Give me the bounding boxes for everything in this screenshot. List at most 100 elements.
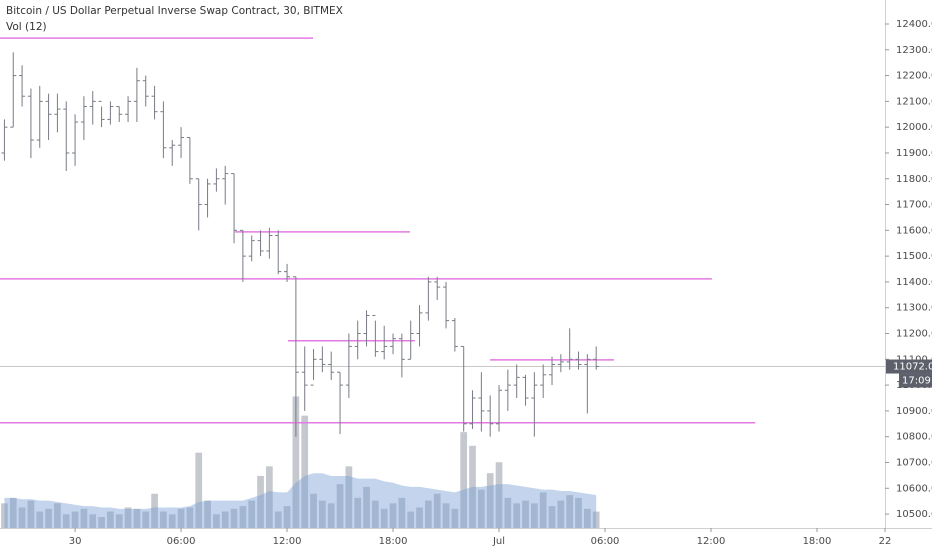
volume-bar bbox=[115, 514, 123, 528]
volume-bar bbox=[389, 503, 397, 528]
volume-bar bbox=[248, 500, 256, 528]
y-tick-label: 11500.0 bbox=[896, 251, 932, 262]
volume-bar bbox=[380, 508, 388, 528]
volume-bar bbox=[592, 511, 600, 528]
y-tick-label: 11900.0 bbox=[896, 148, 932, 159]
volume-bar bbox=[336, 484, 344, 528]
x-tick-label: 18:00 bbox=[803, 536, 832, 547]
y-tick-label: 10900.0 bbox=[896, 406, 932, 417]
countdown-box bbox=[899, 373, 932, 388]
volume-bar bbox=[513, 503, 521, 528]
volume-bar bbox=[433, 493, 441, 528]
x-tick-label: 06:00 bbox=[591, 536, 620, 547]
volume-bar bbox=[27, 500, 35, 528]
volume-bar bbox=[124, 507, 132, 528]
volume-bar bbox=[168, 514, 176, 528]
y-tick-label: 12100.0 bbox=[896, 96, 932, 107]
volume-bar bbox=[327, 503, 335, 528]
x-tick-label: 30 bbox=[69, 536, 82, 547]
volume-bar bbox=[274, 511, 282, 528]
volume-ma-area bbox=[4, 473, 597, 528]
y-tick-label: 11200.0 bbox=[896, 329, 932, 340]
y-tick-label: 10800.0 bbox=[896, 432, 932, 443]
y-tick-label: 11700.0 bbox=[896, 200, 932, 211]
volume-bar bbox=[45, 508, 52, 528]
volume-bar bbox=[239, 506, 247, 528]
volume-bar bbox=[548, 506, 556, 528]
volume-bar bbox=[160, 511, 167, 528]
volume-bar bbox=[98, 517, 105, 528]
countdown-label: 17:09 bbox=[902, 376, 931, 387]
volume-bar bbox=[186, 507, 194, 528]
last-price-label: 11072.0 bbox=[893, 362, 932, 373]
y-tick-label: 12400.0 bbox=[896, 19, 932, 30]
volume-bar bbox=[1, 503, 8, 528]
volume-bar bbox=[107, 511, 114, 528]
x-tick-label: 12:00 bbox=[273, 536, 302, 547]
indicator-label: Vol (12) bbox=[6, 21, 47, 33]
volume-bar bbox=[310, 493, 317, 528]
x-tick-label: Jul bbox=[492, 536, 505, 547]
y-tick-label: 11600.0 bbox=[896, 225, 932, 236]
volume-bar bbox=[531, 503, 538, 528]
volume-bar bbox=[354, 497, 362, 528]
volume-bar bbox=[495, 462, 503, 528]
volume-bar bbox=[566, 495, 574, 528]
volume-bar bbox=[372, 500, 379, 528]
volume-bar bbox=[407, 511, 415, 528]
volume-bar bbox=[451, 508, 459, 528]
volume-bar bbox=[425, 500, 432, 528]
volume-bar bbox=[345, 466, 353, 528]
x-tick-label: 12:00 bbox=[697, 536, 726, 547]
volume-bar bbox=[539, 492, 547, 528]
volume-bar bbox=[478, 489, 485, 528]
volume-bar bbox=[213, 514, 220, 528]
volume-bar bbox=[398, 497, 406, 528]
volume-bar bbox=[416, 507, 423, 528]
volume-bar bbox=[522, 500, 529, 528]
volume-bar bbox=[283, 506, 291, 528]
volume-bar bbox=[363, 486, 370, 528]
volume-bar bbox=[442, 503, 450, 528]
volume-bar bbox=[18, 507, 26, 528]
volume-bar bbox=[204, 500, 211, 528]
volume-bar bbox=[62, 514, 70, 528]
volume-bar bbox=[80, 508, 88, 528]
volume-bar bbox=[504, 497, 512, 528]
volume-bar bbox=[486, 473, 494, 528]
y-tick-label: 10700.0 bbox=[896, 457, 932, 468]
volume-bar bbox=[301, 415, 309, 528]
volume-bar bbox=[266, 466, 273, 528]
volume-bar bbox=[151, 493, 158, 528]
plot: 10500.010600.010700.010800.010900.011000… bbox=[0, 19, 932, 547]
volume-bar bbox=[469, 445, 476, 528]
volume-bar bbox=[257, 475, 264, 528]
y-tick-label: 12000.0 bbox=[896, 122, 932, 133]
volume-bar bbox=[195, 452, 203, 528]
y-tick-label: 10500.0 bbox=[896, 509, 932, 520]
volume-bar bbox=[133, 508, 141, 528]
last-price-box bbox=[886, 359, 932, 374]
volume-bar bbox=[575, 497, 582, 528]
y-tick-label: 11300.0 bbox=[896, 303, 932, 314]
volume-bar bbox=[583, 508, 591, 528]
x-tick-label: 06:00 bbox=[167, 536, 196, 547]
volume-bar bbox=[319, 500, 326, 528]
y-tick-label: 10600.0 bbox=[896, 483, 932, 494]
volume-bar bbox=[71, 511, 79, 528]
volume-bar bbox=[460, 432, 468, 528]
y-tick-label: 12200.0 bbox=[896, 71, 932, 82]
x-tick-label: 18:00 bbox=[379, 536, 408, 547]
y-tick-label: 12300.0 bbox=[896, 45, 932, 56]
x-tick-label: 22 bbox=[879, 536, 892, 547]
volume-bar bbox=[89, 514, 97, 528]
volume-bar bbox=[54, 503, 61, 528]
volume-bar bbox=[9, 497, 17, 528]
volume-bar bbox=[221, 511, 229, 528]
y-tick-label: 11400.0 bbox=[896, 277, 932, 288]
volume-bar bbox=[292, 396, 300, 528]
volume-bar bbox=[177, 508, 185, 528]
y-tick-label: 11800.0 bbox=[896, 174, 932, 185]
volume-bar bbox=[36, 511, 44, 528]
